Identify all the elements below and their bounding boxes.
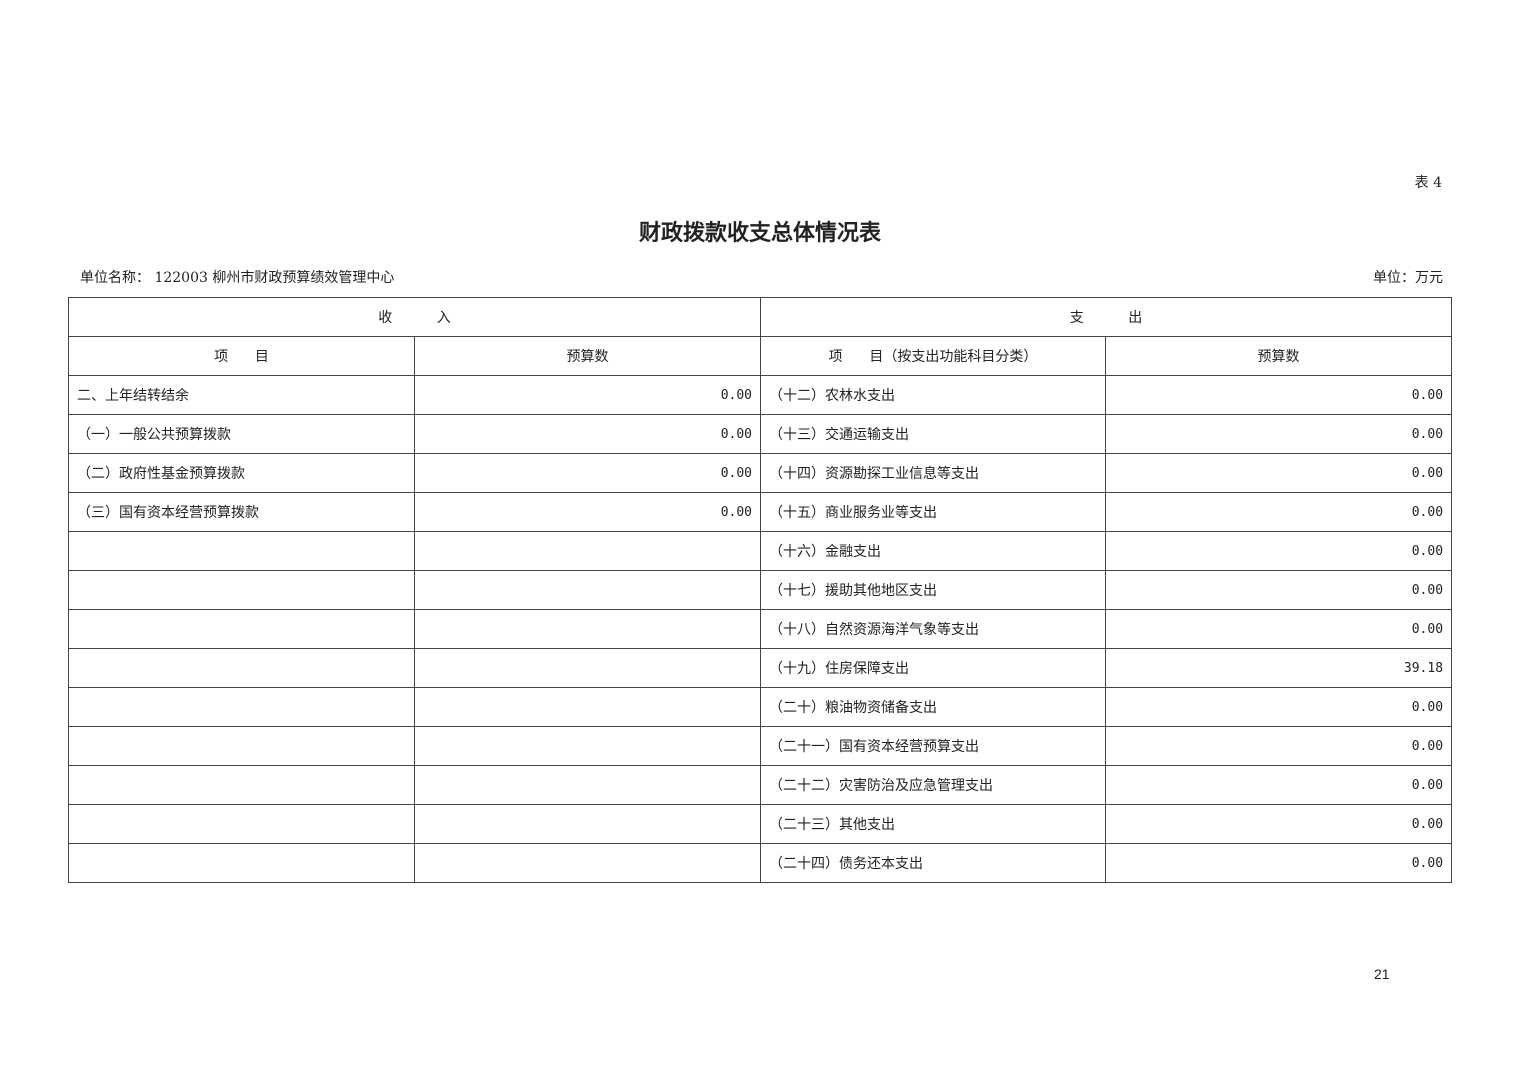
expense-budget-cell: 0.00 bbox=[1105, 531, 1453, 571]
expense-item-cell: （十八）自然资源海洋气象等支出 bbox=[760, 609, 1107, 649]
expense-item-cell: （十九）住房保障支出 bbox=[760, 648, 1107, 688]
income-item-cell: （二）政府性基金预算拨款 bbox=[68, 453, 415, 493]
expense-section-header: 支 出 bbox=[760, 297, 1453, 337]
expense-item-cell: （二十二）灾害防治及应急管理支出 bbox=[760, 765, 1107, 805]
table-row: （二十四）债务还本支出 0.00 bbox=[68, 843, 1453, 883]
expense-budget-cell: 0.00 bbox=[1105, 375, 1453, 415]
income-budget-cell: 0.00 bbox=[413, 453, 762, 493]
income-budget-cell bbox=[413, 687, 762, 727]
expense-item-cell: （二十）粮油物资储备支出 bbox=[760, 687, 1107, 727]
expense-budget-cell: 0.00 bbox=[1105, 765, 1453, 805]
expense-budget-cell: 0.00 bbox=[1105, 414, 1453, 454]
expense-item-cell: （十五）商业服务业等支出 bbox=[760, 492, 1107, 532]
table-row: （二十一）国有资本经营预算支出 0.00 bbox=[68, 726, 1453, 766]
expense-item-cell: （二十一）国有资本经营预算支出 bbox=[760, 726, 1107, 766]
fiscal-appropriation-table: 收 入 支 出 项 目 预算数 项 目（按支出功能科目分类） 预算数 二、上年结… bbox=[67, 297, 1453, 883]
income-budget-cell: 0.00 bbox=[413, 492, 762, 532]
income-item-cell bbox=[68, 648, 415, 688]
expense-budget-cell: 0.00 bbox=[1105, 843, 1453, 883]
income-budget-cell bbox=[413, 648, 762, 688]
income-budget-cell bbox=[413, 570, 762, 610]
table-row: （二十二）灾害防治及应急管理支出 0.00 bbox=[68, 765, 1453, 805]
income-budget-header: 预算数 bbox=[413, 336, 762, 376]
income-budget-cell bbox=[413, 765, 762, 805]
income-budget-cell: 0.00 bbox=[413, 414, 762, 454]
table-row: （十七）援助其他地区支出 0.00 bbox=[68, 570, 1453, 610]
section-header-row: 收 入 支 出 bbox=[67, 297, 1453, 337]
income-budget-cell bbox=[413, 609, 762, 649]
expense-budget-cell: 0.00 bbox=[1105, 804, 1453, 844]
income-item-cell bbox=[68, 726, 415, 766]
expense-budget-cell: 39.18 bbox=[1105, 648, 1453, 688]
income-item-cell bbox=[68, 843, 415, 883]
expense-budget-cell: 0.00 bbox=[1105, 570, 1453, 610]
table-row: （二十三）其他支出 0.00 bbox=[68, 804, 1453, 844]
table-row: （三）国有资本经营预算拨款 0.00 （十五）商业服务业等支出 0.00 bbox=[68, 492, 1453, 532]
expense-budget-cell: 0.00 bbox=[1105, 453, 1453, 493]
income-item-cell bbox=[68, 570, 415, 610]
unit-name: 单位名称： 122003 柳州市财政预算绩效管理中心 bbox=[80, 270, 395, 286]
income-item-cell: 二、上年结转结余 bbox=[68, 375, 415, 415]
income-budget-cell bbox=[413, 726, 762, 766]
expense-budget-cell: 0.00 bbox=[1105, 726, 1453, 766]
expense-item-cell: （十四）资源勘探工业信息等支出 bbox=[760, 453, 1107, 493]
income-budget-cell bbox=[413, 843, 762, 883]
expense-item-cell: （十三）交通运输支出 bbox=[760, 414, 1107, 454]
expense-item-cell: （二十三）其他支出 bbox=[760, 804, 1107, 844]
expense-budget-header: 预算数 bbox=[1105, 336, 1453, 376]
table-row: （一）一般公共预算拨款 0.00 （十三）交通运输支出 0.00 bbox=[68, 414, 1453, 454]
table-number: 表 4 bbox=[1414, 175, 1442, 191]
expense-item-header: 项 目（按支出功能科目分类） bbox=[760, 336, 1107, 376]
expense-budget-cell: 0.00 bbox=[1105, 609, 1453, 649]
expense-item-cell: （十六）金融支出 bbox=[760, 531, 1107, 571]
income-section-header: 收 入 bbox=[67, 297, 762, 337]
expense-item-cell: （二十四）债务还本支出 bbox=[760, 843, 1107, 883]
expense-budget-cell: 0.00 bbox=[1105, 687, 1453, 727]
income-budget-cell bbox=[413, 804, 762, 844]
table-row: （二）政府性基金预算拨款 0.00 （十四）资源勘探工业信息等支出 0.00 bbox=[68, 453, 1453, 493]
expense-item-cell: （十二）农林水支出 bbox=[760, 375, 1107, 415]
income-budget-cell: 0.00 bbox=[413, 375, 762, 415]
table-row: （十九）住房保障支出 39.18 bbox=[68, 648, 1453, 688]
income-item-cell bbox=[68, 531, 415, 571]
page-title: 财政拨款收支总体情况表 bbox=[638, 220, 881, 246]
expense-item-cell: （十七）援助其他地区支出 bbox=[760, 570, 1107, 610]
table-row: （十六）金融支出 0.00 bbox=[68, 531, 1453, 571]
column-header-row: 项 目 预算数 项 目（按支出功能科目分类） 预算数 bbox=[68, 336, 1453, 376]
income-item-cell bbox=[68, 609, 415, 649]
income-item-cell bbox=[68, 765, 415, 805]
table-row: 二、上年结转结余 0.00 （十二）农林水支出 0.00 bbox=[68, 375, 1453, 415]
income-item-cell bbox=[68, 687, 415, 727]
income-item-cell: （一）一般公共预算拨款 bbox=[68, 414, 415, 454]
income-item-header: 项 目 bbox=[68, 336, 415, 376]
expense-budget-cell: 0.00 bbox=[1105, 492, 1453, 532]
income-item-cell: （三）国有资本经营预算拨款 bbox=[68, 492, 415, 532]
income-item-cell bbox=[68, 804, 415, 844]
income-budget-cell bbox=[413, 531, 762, 571]
table-row: （十八）自然资源海洋气象等支出 0.00 bbox=[68, 609, 1453, 649]
currency-unit: 单位：万元 bbox=[1373, 270, 1443, 286]
page-number: 21 bbox=[1374, 966, 1390, 982]
table-row: （二十）粮油物资储备支出 0.00 bbox=[68, 687, 1453, 727]
